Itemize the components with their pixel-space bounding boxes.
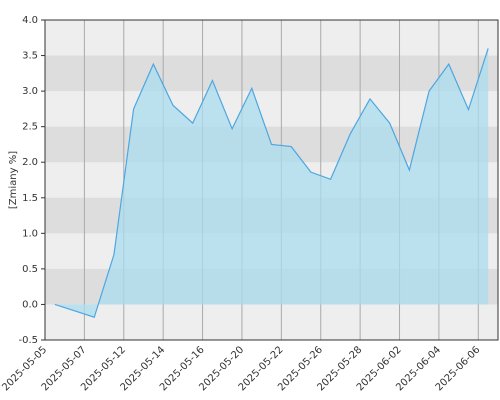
y-tick-label: 3.5	[22, 51, 38, 62]
plot-border	[44, 19, 499, 341]
y-tick-label: 2.5	[22, 122, 38, 133]
y-tick-label: 0.0	[22, 299, 38, 310]
y-tick-label: 3.0	[22, 86, 38, 97]
y-tick-label: -0.5	[18, 335, 38, 346]
y-tick-label: 0.5	[22, 264, 38, 275]
y-axis-label: [Zmiany %]	[8, 151, 19, 209]
grid-band	[45, 55, 498, 92]
y-tick-label: 1.5	[22, 193, 38, 204]
y-tick-label: 4.0	[22, 15, 38, 26]
area	[54, 48, 489, 318]
line	[54, 48, 489, 319]
y-tick-label: 2.0	[22, 157, 38, 168]
y-tick-label: 1.0	[22, 228, 38, 239]
